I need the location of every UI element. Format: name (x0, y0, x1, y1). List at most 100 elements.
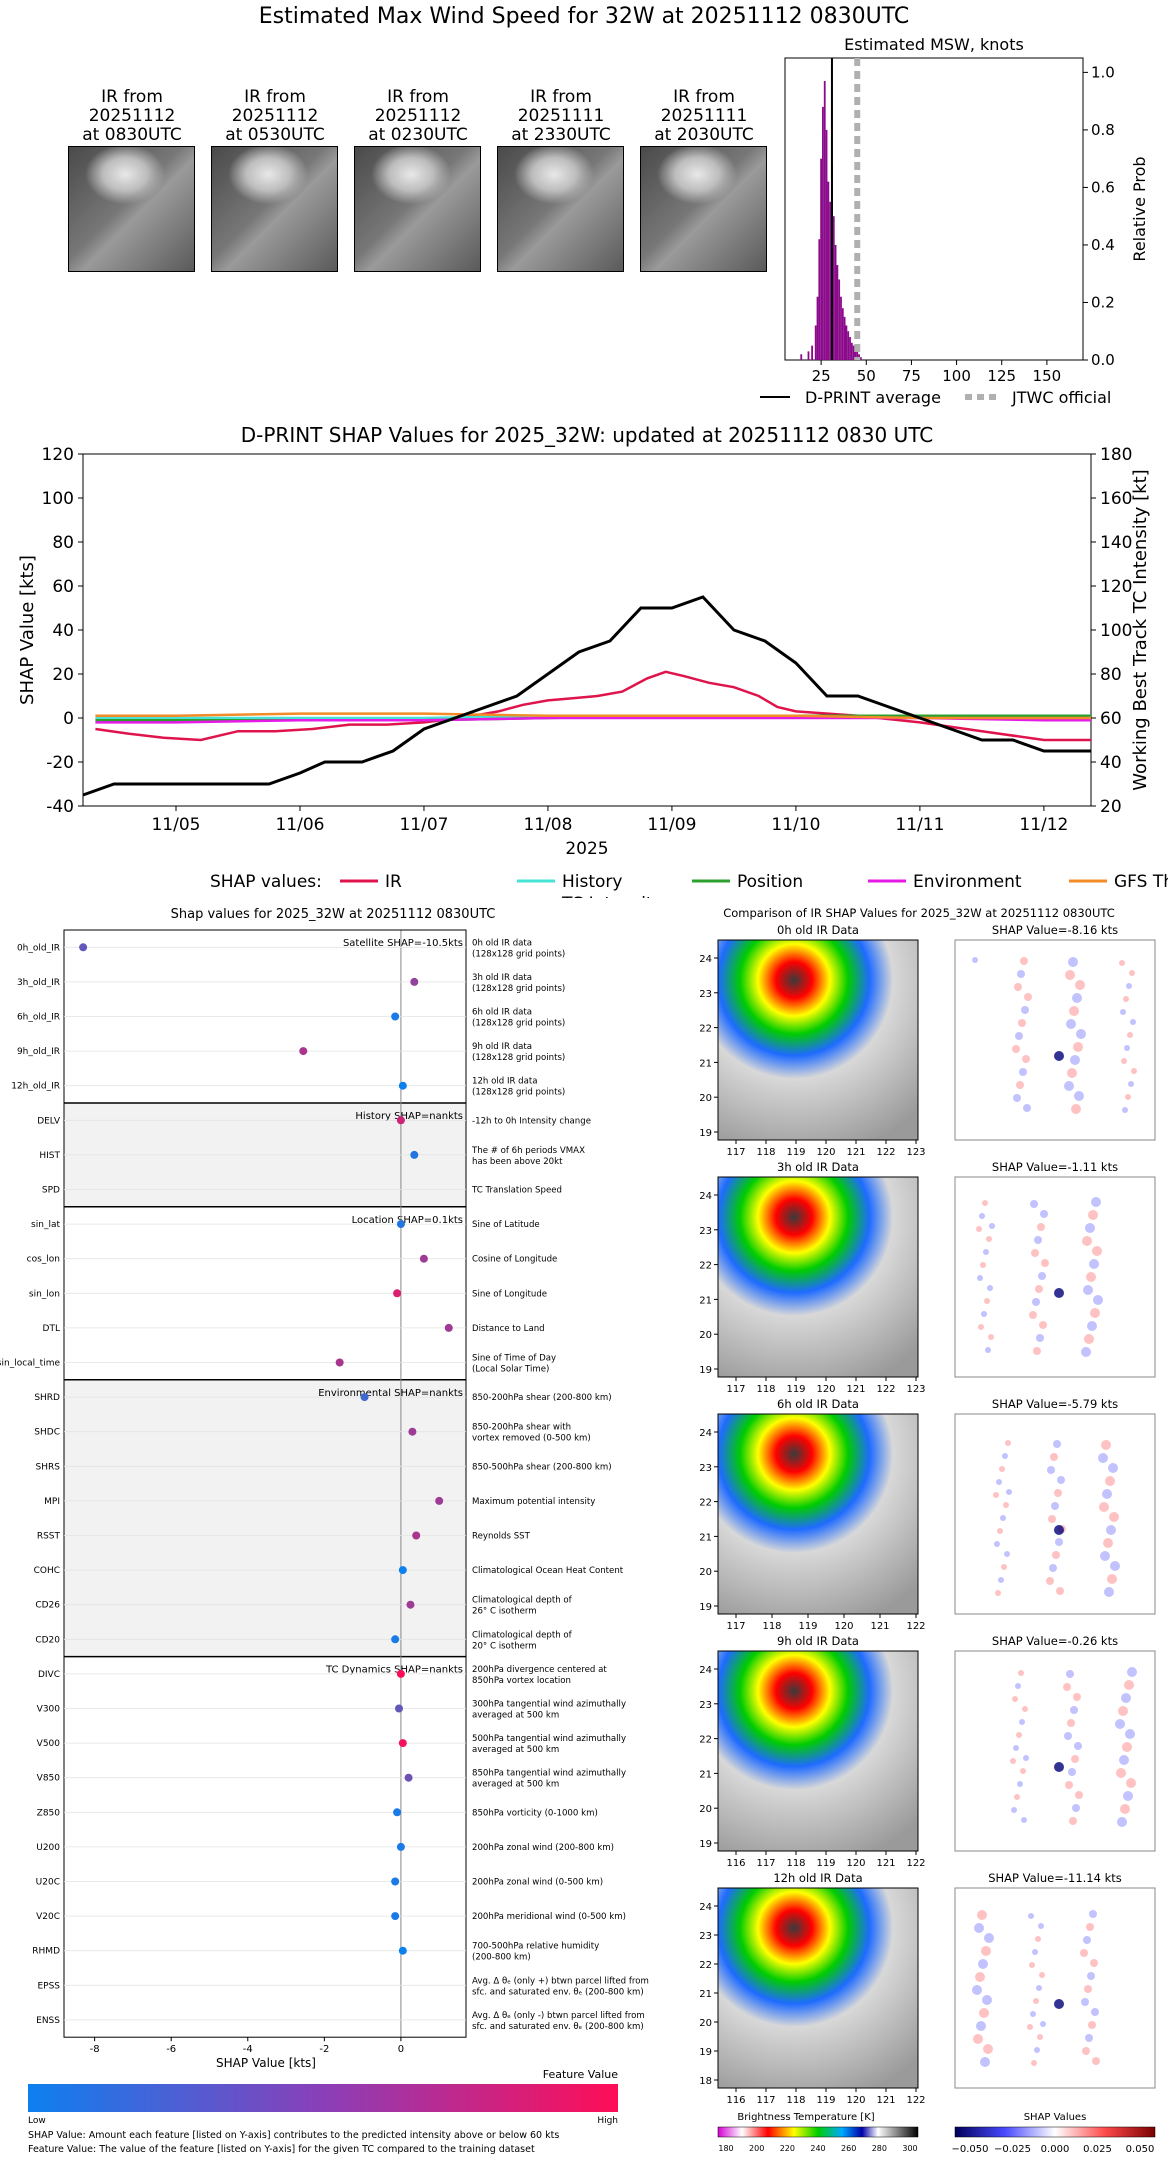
ts-left-tick-label: 100 (42, 489, 74, 509)
shap-noise-blob (1036, 1334, 1044, 1342)
msw-x-tick-label: 150 (1033, 367, 1062, 385)
shap-noise-blob (1047, 1466, 1055, 1474)
ir-x-tick-label: 118 (756, 1384, 775, 1395)
shap-noise-blob (1011, 1807, 1017, 1813)
footnote-shap-value: SHAP Value: Amount each feature [listed … (28, 2130, 559, 2141)
shap-colorbar (954, 2126, 1156, 2138)
ir-x-tick-label: 121 (846, 1384, 865, 1395)
ir-y-tick-label: 21 (699, 1532, 712, 1543)
shap-feature-name: 3h_old_IR (17, 978, 60, 988)
bt-colorbar-tick: 260 (841, 2144, 856, 2153)
shap-feature-name: CD26 (35, 1601, 60, 1611)
shap-noise-blob (1033, 1347, 1041, 1355)
shap-center-blob (1054, 1999, 1064, 2009)
shap-feature-desc: 850hPa vorticity (0-1000 km) (472, 1808, 598, 1818)
msw-bar (845, 325, 848, 360)
shap-noise-blob (1123, 996, 1129, 1002)
shap-feature-desc: 200hPa zonal wind (0-500 km) (472, 1878, 603, 1888)
shap-feature-desc: 200hPa meridional wind (0-500 km) (472, 1912, 626, 1922)
ts-left-tick-label: 0 (63, 709, 74, 729)
shap-feature-desc: 500hPa tangential wind azimuthally (472, 1734, 626, 1744)
shap-noise-blob (1028, 1913, 1034, 1919)
shap-noise-blob (1121, 1693, 1131, 1703)
shap-noise-blob (1015, 1683, 1021, 1689)
ts-left-tick-label: 60 (52, 577, 74, 597)
ir-x-tick-label: 118 (786, 2095, 805, 2106)
shap-noise-blob (1035, 1936, 1041, 1942)
shap-noise-blob (1022, 1706, 1028, 1712)
shap-feature-desc: 200hPa divergence centered at (472, 1665, 607, 1675)
shap-feature-desc: (128x128 grid points) (472, 1088, 565, 1098)
shap-noise-blob (1090, 1308, 1100, 1318)
series-line-gfs-thermo (95, 712, 1091, 720)
shap-noise-blob (1016, 1081, 1024, 1089)
shap-group-annotation: Location SHAP=0.1kts (352, 1215, 463, 1226)
msw-bar (827, 181, 830, 360)
shap-feature-point (444, 1323, 453, 1332)
shap-noise-blob (974, 1923, 984, 1933)
ir-x-tick-label: 122 (876, 1384, 895, 1395)
ir-y-tick-label: 23 (699, 1226, 712, 1237)
shap-noise-blob (1015, 1032, 1023, 1040)
shap-feature-desc: Climatological depth of (472, 1630, 573, 1640)
shap-noise-blob (1072, 993, 1082, 1003)
shap-feature-desc: sfc. and saturated env. θₑ (200-800 km) (472, 2022, 644, 2032)
shap-feature-point (406, 1600, 415, 1609)
shap-feature-point (412, 1531, 421, 1540)
shap-feature-point (398, 1739, 407, 1748)
ir-x-tick-label: 122 (906, 1621, 925, 1632)
shap-feature-desc: Climatological Ocean Heat Content (472, 1566, 624, 1576)
shap-noise-blob (1048, 1515, 1056, 1523)
shap-noise-blob (1080, 1949, 1088, 1957)
shap-feature-point (391, 1877, 400, 1886)
ts-legend-label: Environment (913, 872, 1022, 892)
shap-noise-blob (1070, 1055, 1080, 1065)
msw-bar (800, 354, 803, 360)
ir-y-tick-label: 23 (699, 989, 712, 1000)
ir-y-tick-label: 23 (699, 1700, 712, 1711)
shap-noise-blob (978, 1324, 984, 1330)
shap-noise-blob (1115, 1719, 1125, 1729)
shap-noise-blob (972, 1985, 982, 1995)
ts-left-tick-label: 40 (52, 621, 74, 641)
ir-panel-title: 0h old IR Data (777, 923, 859, 937)
shap-center-blob (1054, 1762, 1064, 1772)
ir-x-tick-label: 119 (798, 1621, 817, 1632)
page-title: Estimated Max Wind Speed for 32W at 2025… (258, 4, 910, 29)
shap-x-tick-label: -4 (243, 2044, 253, 2055)
shap-feature-name: RSST (37, 1532, 61, 1542)
shap-feature-desc: averaged at 500 km (472, 1711, 559, 1721)
ir-y-tick-label: 24 (699, 1665, 712, 1676)
shap-noise-blob (1082, 1236, 1092, 1246)
shap-noise-blob (972, 957, 978, 963)
shap-noise-blob (1003, 1502, 1009, 1508)
shap-noise-blob (1013, 1094, 1021, 1102)
shap-group-annotation: Environmental SHAP=nankts (318, 1388, 463, 1399)
shap-noise-blob (1081, 1998, 1089, 2006)
bt-colorbar-tick: 200 (749, 2144, 764, 2153)
shap-feature-desc: (128x128 grid points) (472, 1019, 565, 1029)
shap-noise-blob (1125, 1729, 1135, 1739)
ir-panel-image (717, 1650, 919, 1852)
msw-bar (856, 351, 859, 360)
ts-x-tick-label: 11/08 (523, 815, 572, 835)
ir-thumbnail-label-line: 20251112 (231, 106, 319, 126)
msw-y-tick-label: 0.2 (1091, 293, 1115, 311)
msw-bar (852, 345, 855, 360)
shap-noise-blob (1124, 1680, 1134, 1690)
ir-x-tick-label: 119 (786, 1147, 805, 1158)
shap-feature-desc: 20° C isotherm (472, 1641, 537, 1651)
ir-x-tick-label: 120 (816, 1384, 835, 1395)
shap-colorbar-tick: −0.025 (994, 2144, 1031, 2155)
ir-x-tick-label: 117 (726, 1621, 745, 1632)
shap-noise-blob (984, 1933, 994, 1943)
ts-right-tick-label: 20 (1100, 797, 1122, 817)
msw-bar (811, 345, 813, 360)
shap-feature-desc: Sine of Latitude (472, 1220, 540, 1230)
ir-y-tick-label: 20 (699, 1330, 712, 1341)
bt-colorbar-tick: 180 (718, 2144, 733, 2153)
ir-x-tick-label: 121 (876, 1858, 895, 1869)
shap-noise-blob (1120, 1804, 1130, 1814)
shap-noise-blob (1070, 1706, 1078, 1714)
shap-feature-desc: TC Translation Speed (471, 1186, 562, 1196)
